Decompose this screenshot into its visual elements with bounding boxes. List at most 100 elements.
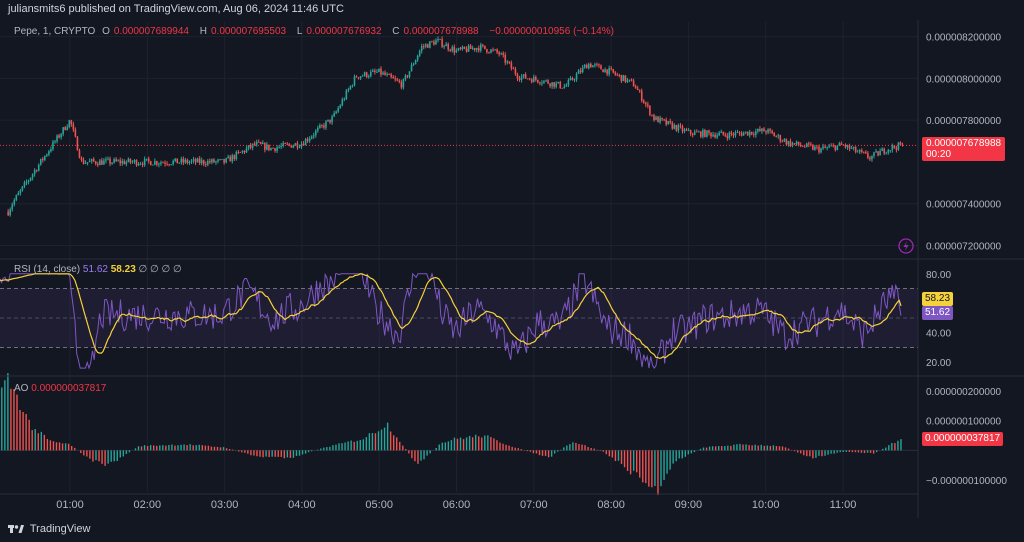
candle-body[interactable] xyxy=(46,154,48,156)
candle-body[interactable] xyxy=(718,132,720,136)
chart-canvas[interactable]: 0.000008200000 0.000008000000 0.0000078000… xyxy=(0,20,1024,518)
candle-body[interactable] xyxy=(738,132,741,134)
candle-body[interactable] xyxy=(875,151,877,153)
candle-body[interactable] xyxy=(480,44,482,51)
candle-body[interactable] xyxy=(700,131,702,137)
candle-body[interactable] xyxy=(710,132,712,137)
time-tick-label[interactable]: 10:00 xyxy=(752,499,780,511)
candle-body[interactable] xyxy=(567,80,570,85)
candle-body[interactable] xyxy=(473,48,476,51)
candle-body[interactable] xyxy=(573,79,576,81)
candle-body[interactable] xyxy=(736,132,739,134)
candle-body[interactable] xyxy=(99,160,101,166)
candle-body[interactable] xyxy=(789,141,792,146)
time-tick-label[interactable]: 11:00 xyxy=(830,499,857,511)
candle-body[interactable] xyxy=(353,76,356,86)
candle-body[interactable] xyxy=(76,136,79,151)
candle-body[interactable] xyxy=(233,155,236,159)
candle-body[interactable] xyxy=(243,150,246,153)
candle-body[interactable] xyxy=(449,49,452,51)
candle-body[interactable] xyxy=(726,135,729,139)
candle-body[interactable] xyxy=(74,129,77,137)
candle-body[interactable] xyxy=(302,143,305,146)
candle-body[interactable] xyxy=(620,74,623,82)
candle-body[interactable] xyxy=(773,132,775,137)
candle-body[interactable] xyxy=(740,133,743,136)
candle-body[interactable] xyxy=(592,65,594,68)
candle-body[interactable] xyxy=(306,139,309,141)
candle-body[interactable] xyxy=(838,143,841,146)
candle-body[interactable] xyxy=(537,79,539,83)
candle-body[interactable] xyxy=(105,159,107,161)
candle-body[interactable] xyxy=(394,78,397,80)
candle-body[interactable] xyxy=(341,99,344,106)
candle-body[interactable] xyxy=(565,84,568,87)
rsi-ma-line[interactable] xyxy=(0,273,902,359)
candle-body[interactable] xyxy=(247,145,250,149)
candle-body[interactable] xyxy=(850,148,853,150)
candle-body[interactable] xyxy=(622,75,625,82)
candle-body[interactable] xyxy=(488,52,490,54)
candle-body[interactable] xyxy=(384,72,386,76)
candle-body[interactable] xyxy=(180,158,183,163)
candle-body[interactable] xyxy=(37,164,40,171)
candle-body[interactable] xyxy=(467,45,470,52)
candle-body[interactable] xyxy=(227,156,229,159)
candle-body[interactable] xyxy=(856,151,859,153)
candle-body[interactable] xyxy=(475,48,478,51)
candle-body[interactable] xyxy=(25,182,28,183)
candle-body[interactable] xyxy=(335,111,337,114)
candle-body[interactable] xyxy=(9,209,11,216)
candle-body[interactable] xyxy=(259,142,262,145)
candle-body[interactable] xyxy=(638,90,641,92)
candle-body[interactable] xyxy=(848,145,851,149)
candle-body[interactable] xyxy=(532,76,535,83)
candle-body[interactable] xyxy=(204,164,207,165)
candle-body[interactable] xyxy=(482,44,484,46)
price-tick-label[interactable]: 0.000007200000 xyxy=(926,241,1002,252)
candle-body[interactable] xyxy=(555,83,557,87)
candle-body[interactable] xyxy=(500,53,502,55)
candle-body[interactable] xyxy=(156,161,158,165)
rsi-label[interactable]: RSI (14, close) xyxy=(14,264,81,275)
candle-body[interactable] xyxy=(431,41,433,43)
price-pane[interactable] xyxy=(0,36,918,217)
candle-body[interactable] xyxy=(88,160,91,163)
rsi-tick-label[interactable]: 80.00 xyxy=(926,270,951,281)
candle-body[interactable] xyxy=(893,145,896,148)
candle-body[interactable] xyxy=(447,44,450,50)
time-tick-label[interactable]: 03:00 xyxy=(211,499,239,511)
candle-body[interactable] xyxy=(217,159,219,162)
candle-body[interactable] xyxy=(553,82,555,87)
candle-body[interactable] xyxy=(761,128,763,132)
candle-body[interactable] xyxy=(372,70,374,72)
candle-body[interactable] xyxy=(363,72,366,76)
candle-body[interactable] xyxy=(7,211,9,216)
candle-body[interactable] xyxy=(276,147,278,151)
candle-body[interactable] xyxy=(779,135,782,142)
price-tick-label[interactable]: 0.000007800000 xyxy=(926,116,1002,127)
candle-body[interactable] xyxy=(86,162,89,163)
candle-body[interactable] xyxy=(805,143,808,147)
candle-body[interactable] xyxy=(266,144,268,150)
candle-body[interactable] xyxy=(113,159,115,163)
candle-body[interactable] xyxy=(744,131,747,133)
candle-body[interactable] xyxy=(667,121,670,125)
candle-body[interactable] xyxy=(687,129,690,131)
candle-body[interactable] xyxy=(498,52,500,55)
candle-body[interactable] xyxy=(229,156,232,162)
candle-body[interactable] xyxy=(549,83,551,87)
candle-body[interactable] xyxy=(68,120,71,128)
time-tick-label[interactable]: 05:00 xyxy=(365,499,393,511)
candle-body[interactable] xyxy=(410,64,413,72)
candle-body[interactable] xyxy=(44,155,46,160)
candle-body[interactable] xyxy=(551,82,553,87)
candle-body[interactable] xyxy=(196,158,199,163)
candle-body[interactable] xyxy=(596,64,598,66)
candle-body[interactable] xyxy=(765,131,767,133)
rsi-pane[interactable] xyxy=(0,272,918,370)
candle-body[interactable] xyxy=(812,145,814,150)
candle-body[interactable] xyxy=(854,146,857,152)
time-tick-label[interactable]: 09:00 xyxy=(675,499,703,511)
candle-body[interactable] xyxy=(769,129,771,131)
